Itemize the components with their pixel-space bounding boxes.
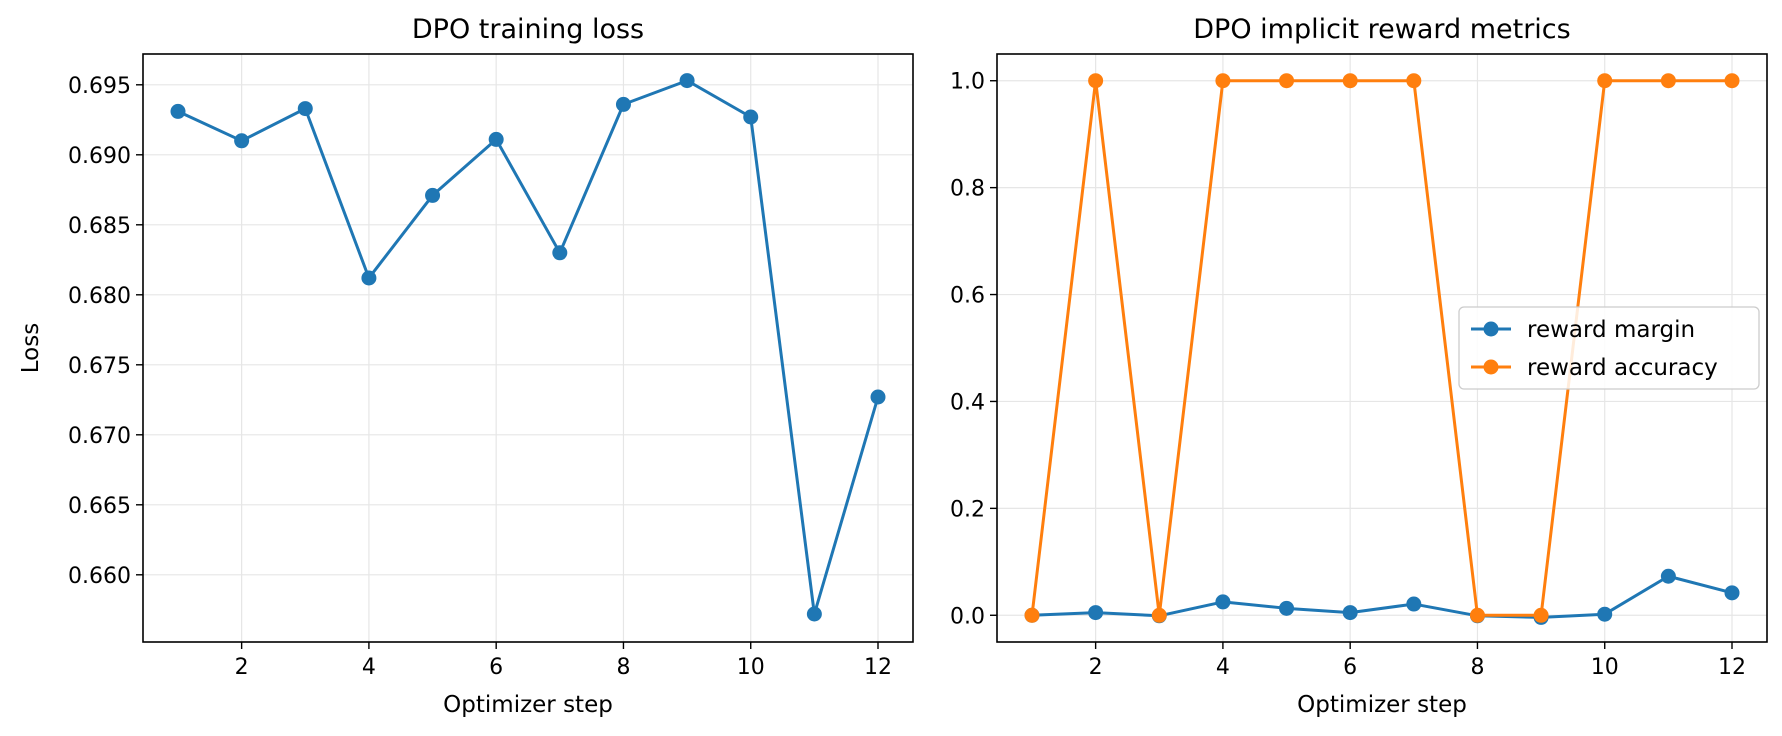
chart-2-series-2-point-11 <box>1660 73 1676 89</box>
chart-2-xtick-label-0: 2 <box>1089 655 1103 680</box>
chart-2-series-2-point-3 <box>1151 607 1167 623</box>
chart-1-ytick-label-5: 0.685 <box>68 214 131 239</box>
chart-1-ytick-label-2: 0.670 <box>68 424 131 449</box>
chart-1-xtick-label-0: 2 <box>235 655 249 680</box>
chart-1-xtick-label-5: 12 <box>864 655 892 680</box>
chart-2-xtick-label-5: 12 <box>1718 655 1746 680</box>
chart-1-series-1-point-3 <box>297 101 313 117</box>
chart-2-ytick-label-1: 0.2 <box>950 497 985 522</box>
chart-2-series-2-point-6 <box>1342 73 1358 89</box>
chart-2-ytick-label-4: 0.8 <box>950 177 985 202</box>
chart-1-series-1-point-2 <box>234 133 250 149</box>
chart-2-title: DPO implicit reward metrics <box>1193 14 1570 45</box>
chart-1-ytick-label-7: 0.695 <box>68 74 131 99</box>
chart-1-ytick-label-4: 0.680 <box>68 284 131 309</box>
chart-1-series-1-point-12 <box>870 389 886 405</box>
chart-2-series-1-point-6 <box>1342 605 1358 621</box>
chart-2-xtick-label-2: 6 <box>1343 655 1357 680</box>
chart-2-series-1-point-4 <box>1215 594 1231 610</box>
chart-1-series-1-point-7 <box>552 245 568 261</box>
chart-2-series-2-point-7 <box>1406 73 1422 89</box>
chart-2-legend-label-2: reward accuracy <box>1527 355 1718 381</box>
chart-1-title: DPO training loss <box>412 14 644 45</box>
chart-2-legend-marker-2 <box>1483 359 1499 375</box>
chart-2-legend: reward margin reward accuracy <box>1458 306 1760 390</box>
chart-2-series-2-point-10 <box>1597 73 1613 89</box>
chart-2-series-2-point-2 <box>1088 73 1104 89</box>
chart-2-series-1-point-10 <box>1597 606 1613 622</box>
chart-2-series-1-line <box>1031 574 1733 619</box>
chart-2-ytick-label-0: 0.0 <box>950 604 985 629</box>
chart-1-series-1-line <box>177 79 880 616</box>
chart-2-ytick-label-5: 1.0 <box>950 70 985 95</box>
chart-2-xlabel: Optimizer step <box>1297 692 1467 718</box>
chart-2-frame <box>996 53 1768 643</box>
chart-1-ytick-label-0: 0.660 <box>68 564 131 589</box>
chart-2-series-1-point-12 <box>1724 585 1740 601</box>
chart-2: 2 4 6 8 10 12 0.0 0.2 0.4 0.6 0.8 1.0 DPO implicit r… <box>950 14 1768 718</box>
chart-1-series-1-point-1 <box>170 103 186 119</box>
chart-1-series-1-point-4 <box>361 270 377 286</box>
chart-1-frame <box>142 53 914 643</box>
chart-2-legend-marker-1 <box>1483 321 1499 337</box>
chart-2-series-2-point-12 <box>1724 73 1740 89</box>
chart-1-series-1-point-11 <box>806 606 822 622</box>
chart-2-ytick-label-2: 0.4 <box>950 390 985 415</box>
chart-1-xtick-label-1: 4 <box>362 655 376 680</box>
chart-2-ytick-label-3: 0.6 <box>950 284 985 309</box>
chart-2-xtick-label-1: 4 <box>1216 655 1230 680</box>
chart-2-series-1-point-11 <box>1660 568 1676 584</box>
chart-1-ytick-label-6: 0.690 <box>68 144 131 169</box>
chart-1-xtick-label-4: 10 <box>737 655 765 680</box>
chart-1-xtick-label-3: 8 <box>616 655 630 680</box>
chart-1-series-1-point-6 <box>488 131 504 147</box>
chart-1-series-1-point-8 <box>615 96 631 112</box>
chart-1-xtick-label-2: 6 <box>489 655 503 680</box>
chart-2-xtick-label-3: 8 <box>1470 655 1484 680</box>
chart-1-xlabel: Optimizer step <box>443 692 613 718</box>
chart-1-series-1-point-9 <box>679 73 695 89</box>
chart-1-ytick-label-3: 0.675 <box>68 354 131 379</box>
chart-2-series-1-point-7 <box>1406 596 1422 612</box>
chart-1-series-1-point-10 <box>743 109 759 125</box>
chart-2-series-2-point-9 <box>1533 607 1549 623</box>
chart-2-series-1-point-5 <box>1279 600 1295 616</box>
chart-2-series-2-point-4 <box>1215 73 1231 89</box>
chart-1: 2 4 6 8 10 12 0.660 0.665 0.670 0.675 0.680 0.685 0.… <box>18 14 914 718</box>
chart-2-series-2-point-1 <box>1024 607 1040 623</box>
chart-2-legend-box <box>1458 306 1760 390</box>
chart-1-ytick-label-1: 0.665 <box>68 494 131 519</box>
chart-2-series-2-line <box>1030 79 1732 617</box>
chart-2-legend-label-1: reward margin <box>1527 317 1695 343</box>
chart-2-series-2-point-5 <box>1279 73 1295 89</box>
chart-2-xtick-label-4: 10 <box>1591 655 1619 680</box>
chart-2-series-1-point-2 <box>1088 605 1104 621</box>
chart-1-ylabel: Loss <box>18 323 44 373</box>
chart-2-series-2-point-8 <box>1469 607 1485 623</box>
chart-1-series-1-point-5 <box>425 187 441 203</box>
